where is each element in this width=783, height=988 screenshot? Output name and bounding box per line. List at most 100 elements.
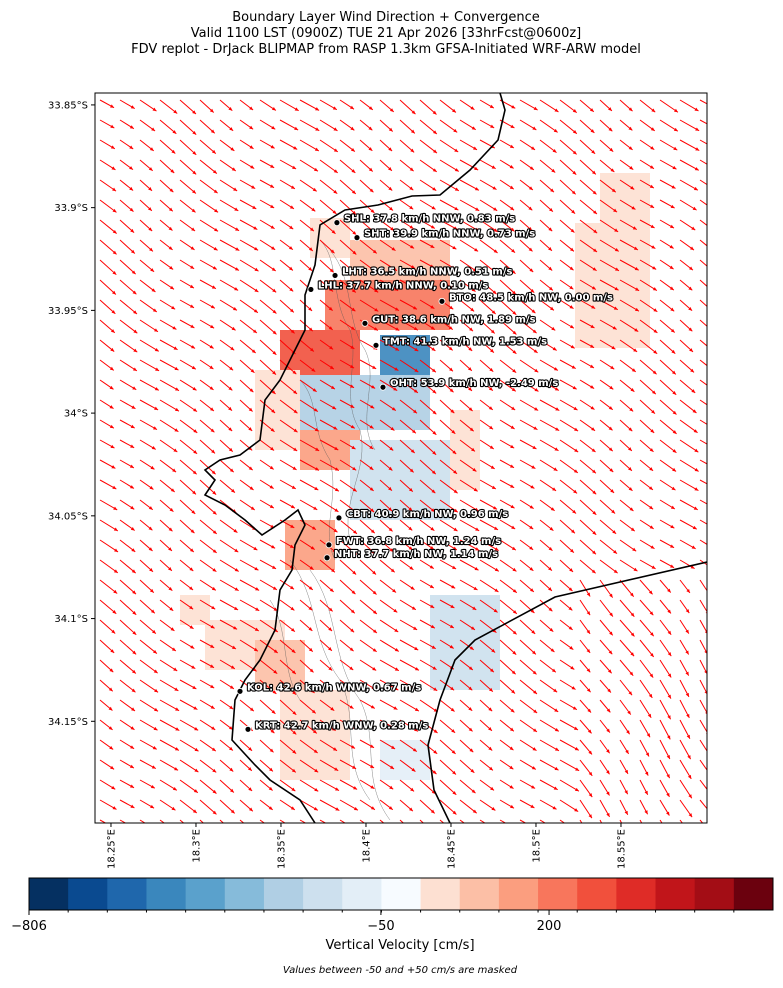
wind-arrow-head [414, 646, 419, 651]
wind-arrow-head [510, 444, 515, 449]
wind-arrow [319, 159, 339, 174]
wind-arrow [259, 639, 279, 654]
wind-arrow-head [492, 186, 497, 190]
wind-arrow-head [272, 351, 277, 355]
station-label: BTO: 48.5 km/h NW, 0.00 m/s [449, 292, 613, 303]
wind-arrow [419, 719, 438, 734]
wind-arrow [339, 559, 357, 575]
wind-arrow-head [392, 267, 397, 271]
wind-arrow-head [672, 410, 677, 415]
wind-arrow-head [714, 548, 718, 551]
wind-arrow-head [370, 209, 375, 213]
wind-arrow-head [694, 107, 699, 111]
colorbar-swatch [577, 878, 617, 910]
wind-arrow [159, 699, 180, 712]
wind-arrow-head [329, 588, 334, 592]
wind-arrow-head [350, 147, 355, 152]
wind-arrow-head [253, 546, 258, 551]
wind-arrow-head [475, 207, 480, 211]
wind-arrow-head [591, 448, 596, 453]
wind-arrow-head [432, 110, 437, 115]
wind-arrow-head [388, 806, 393, 810]
wind-arrow-head [174, 366, 179, 371]
wind-arrow [699, 739, 707, 752]
wind-arrow-head [468, 387, 472, 391]
wind-arrow-head [571, 190, 576, 195]
wind-arrow-head [249, 106, 254, 111]
wind-arrow-head [489, 104, 494, 109]
wind-arrow [479, 559, 500, 572]
wind-arrow-head [671, 486, 676, 491]
wind-arrow-head [294, 126, 299, 131]
wind-arrow-head [449, 305, 454, 310]
wind-arrow-head [571, 209, 576, 214]
wind-arrow-head [331, 568, 335, 573]
wind-arrow-head [666, 754, 670, 759]
wind-arrow-head [666, 811, 670, 816]
wind-arrow-head [590, 324, 595, 328]
wind-arrow-head [470, 769, 475, 773]
wind-arrow-head [714, 126, 718, 129]
wind-arrow-head [529, 546, 534, 550]
wind-arrow-head [555, 407, 560, 411]
wind-arrow-head [492, 629, 497, 633]
wind-arrow-head [530, 804, 535, 808]
wind-arrow [599, 559, 618, 574]
wind-arrow-head [254, 288, 259, 292]
wind-arrow-head [248, 787, 253, 791]
station-label: FWT: 36.8 km/h NW, 1.24 m/s [336, 536, 501, 547]
wind-arrow-head [148, 167, 153, 171]
wind-arrow-head [229, 127, 234, 131]
wind-arrow [199, 479, 217, 495]
wind-arrow-head [352, 231, 357, 235]
wind-arrow-head [270, 164, 275, 168]
wind-arrow-head [552, 806, 557, 810]
wind-arrow-head [333, 426, 338, 430]
wind-arrow-head [234, 548, 239, 553]
wind-arrow-head [170, 627, 175, 631]
wind-arrow-head [532, 747, 537, 751]
wind-arrow-head [248, 807, 253, 812]
wind-arrow-head [270, 446, 275, 451]
wind-arrow [199, 179, 218, 194]
wind-arrow-head [254, 246, 259, 251]
wind-arrow [539, 99, 559, 113]
wind-arrow-head [534, 368, 539, 373]
wind-arrow-head [554, 387, 559, 391]
wind-arrow-head [488, 387, 493, 391]
wind-arrow-head [553, 128, 558, 133]
wind-arrow-head [394, 307, 399, 311]
wind-arrow-head [588, 793, 593, 798]
wind-arrow-head [271, 409, 276, 413]
wind-arrow-head [712, 427, 716, 430]
colorbar-swatch [616, 878, 657, 910]
wind-arrow-head [170, 285, 174, 290]
wind-arrow-head [230, 147, 235, 151]
chart-title: Boundary Layer Wind Direction + Converge… [232, 10, 540, 25]
y-tick-label: 34.15°S [48, 717, 88, 728]
wind-arrow-head [704, 650, 707, 654]
wind-arrow-head [351, 169, 356, 173]
wind-arrow-head [112, 270, 117, 275]
wind-arrow [239, 579, 260, 591]
wind-arrow [579, 499, 597, 516]
wind-arrow-head [649, 165, 654, 169]
wind-arrow-head [667, 630, 672, 635]
wind-arrow [559, 479, 578, 494]
wind-arrow-head [129, 485, 134, 489]
wind-arrow-head [631, 368, 636, 372]
wind-arrow-head [170, 169, 175, 173]
wind-arrow-head [448, 346, 453, 351]
wind-arrow-head [168, 207, 173, 212]
wind-arrow-head [353, 806, 358, 811]
wind-arrow-head [651, 390, 656, 395]
wind-arrow-head [530, 824, 534, 827]
wind-arrow-head [370, 785, 375, 789]
wind-arrow-head [391, 407, 396, 411]
colorbar-swatch [342, 878, 382, 910]
wind-arrow-head [568, 606, 573, 611]
wind-arrow-head [312, 388, 317, 392]
wind-arrow-head [288, 246, 293, 250]
wind-arrow-head [410, 449, 415, 453]
wind-arrow-head [452, 546, 457, 550]
